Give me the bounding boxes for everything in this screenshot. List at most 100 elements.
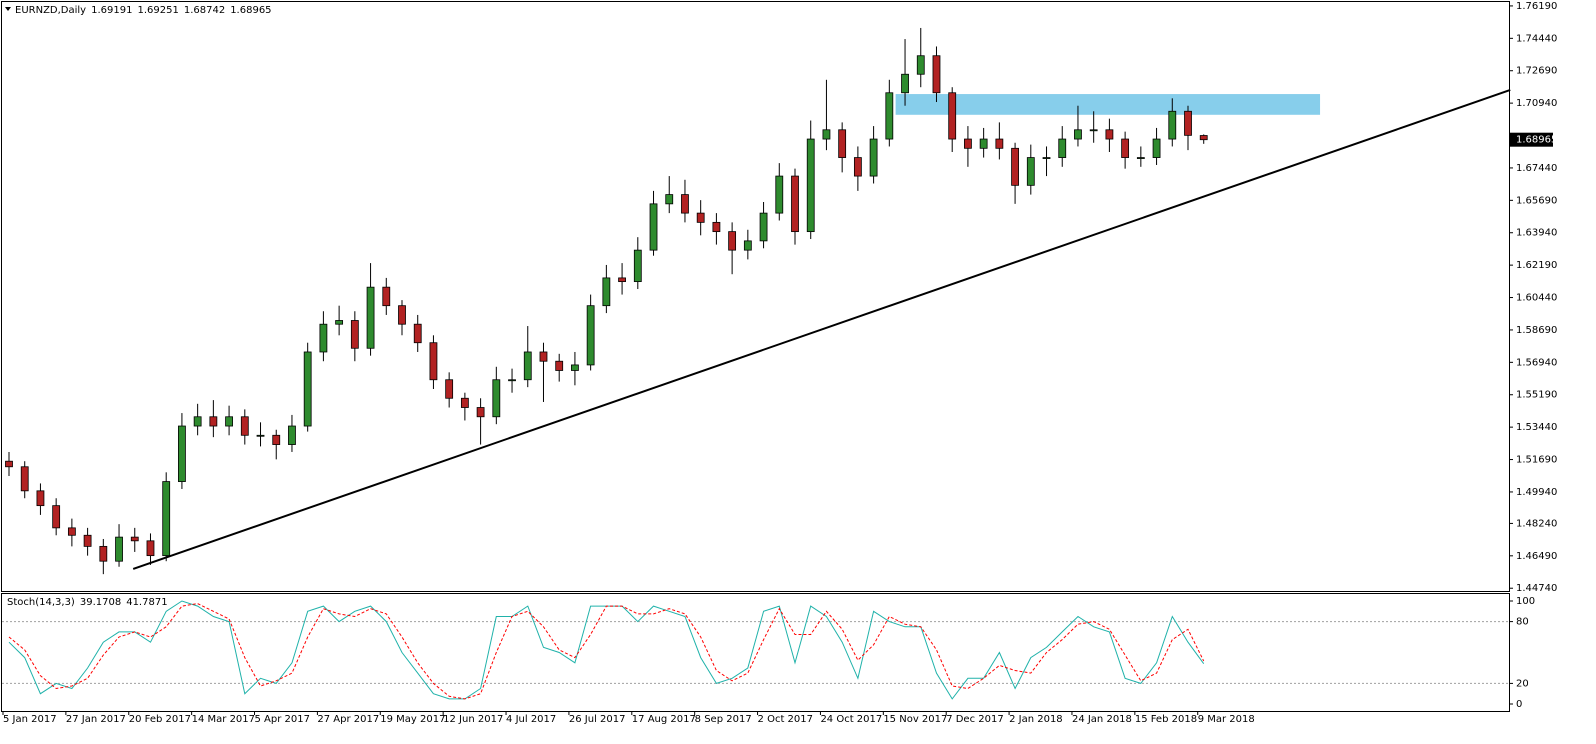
candle-body [288, 425, 296, 445]
candle-body [350, 320, 359, 349]
stoch-main-last: 39.1708 [80, 597, 121, 608]
candle-body [853, 157, 862, 177]
candle-body [36, 490, 45, 507]
y-tick-label: 1.74440 [1516, 33, 1557, 44]
candle-body [492, 379, 501, 418]
candle-body [366, 286, 375, 349]
stoch-title: Stoch(14,3,3) [7, 597, 75, 608]
candle-body [728, 231, 737, 251]
candle-body [901, 73, 909, 94]
candle-body [932, 55, 941, 94]
y-tick-label: 80 [1516, 617, 1529, 628]
candle-body [1026, 157, 1035, 186]
candle-body [979, 138, 988, 149]
menu-arrow [5, 7, 11, 11]
candle-body [20, 466, 29, 492]
candle-body [130, 536, 139, 542]
candle-body [586, 305, 595, 366]
x-tick-label: 19 May 2017 [380, 714, 445, 725]
y-tick-label: 1.51690 [1516, 455, 1557, 466]
candle-body [460, 397, 469, 408]
x-tick-label: 14 Mar 2017 [192, 714, 255, 725]
y-tick-label: 1.48240 [1516, 518, 1557, 529]
y-tick-label: 1.44740 [1516, 583, 1557, 594]
x-tick-label: 5 Jan 2017 [3, 714, 57, 725]
candle-body [602, 277, 611, 307]
y-tick-label: 1.58690 [1516, 325, 1557, 336]
y-tick-label: 1.55190 [1516, 390, 1557, 401]
x-tick-label: 7 Dec 2017 [946, 714, 1004, 725]
resistance-zone [895, 94, 1321, 115]
candle-body [916, 55, 925, 75]
candle-body [99, 545, 108, 562]
last-close: 1.68965 [230, 5, 271, 16]
candle-body [193, 416, 202, 427]
candle-body [775, 175, 784, 214]
y-tick-label: 1.56940 [1516, 357, 1557, 368]
x-tick-label: 15 Nov 2017 [883, 714, 947, 725]
y-tick-label: 0 [1516, 699, 1522, 710]
stoch-panel [1, 593, 1510, 712]
candle-body [696, 212, 705, 223]
candle-body [115, 536, 123, 562]
y-tick-label: 1.63940 [1516, 228, 1557, 239]
candle-body [1074, 129, 1082, 140]
x-tick-label: 15 Feb 2018 [1135, 714, 1197, 725]
candle-body [225, 416, 233, 427]
last-low: 1.68742 [184, 5, 225, 16]
x-tick-label: 2 Oct 2017 [758, 714, 813, 725]
y-tick-label: 1.62190 [1516, 260, 1557, 271]
candle-body [948, 92, 957, 140]
candle-body [1199, 135, 1208, 141]
y-tick-label: 1.72690 [1516, 66, 1557, 77]
candle-body [1121, 138, 1130, 158]
candle-body [743, 240, 752, 251]
candle-body [712, 221, 721, 233]
candle-body [1105, 129, 1114, 140]
candle-body [869, 138, 878, 177]
candle-body [303, 351, 312, 427]
x-tick-label: 26 Jul 2017 [569, 714, 626, 725]
current-price-box [1509, 132, 1553, 147]
x-tick-label: 9 Mar 2018 [1198, 714, 1255, 725]
candle-body [178, 425, 186, 482]
candle-body [523, 351, 532, 381]
candle-body [759, 212, 768, 242]
candle-body [1011, 147, 1019, 186]
y-tick-label: 1.49940 [1516, 487, 1557, 498]
candle-body [272, 434, 281, 445]
stoch-signal-last: 41.7871 [126, 597, 167, 608]
trendline [132, 89, 1511, 570]
candle-body [555, 360, 564, 371]
candle-body [146, 540, 155, 557]
candle-body [1089, 129, 1098, 132]
candle-body [1168, 110, 1177, 140]
x-tick-label: 27 Apr 2017 [317, 714, 379, 725]
candle-body [445, 379, 454, 399]
y-tick-label: 1.70940 [1516, 98, 1557, 109]
candle-body [209, 416, 218, 427]
y-tick-label: 1.60440 [1516, 293, 1557, 304]
price-header: EURNZD,Daily 1.69191 1.69251 1.68742 1.68965 [15, 5, 272, 16]
candle-body [413, 323, 422, 344]
candle-body [382, 286, 391, 307]
candle-body [806, 138, 815, 233]
candle-body [508, 379, 516, 382]
candle-body [571, 364, 579, 371]
stoch-header: Stoch(14,3,3) 39.1708 41.7871 [7, 597, 168, 608]
y-tick-label: 1.65690 [1516, 195, 1557, 206]
x-tick-label: 24 Jan 2018 [1072, 714, 1132, 725]
candle-body [429, 342, 438, 381]
y-tick-label: 1.53440 [1516, 422, 1557, 433]
candle-body [838, 129, 847, 158]
candle-body [240, 416, 249, 436]
candle-body [1042, 157, 1051, 159]
candle-body [539, 351, 548, 362]
x-tick-label: 17 Aug 2017 [632, 714, 696, 725]
candle-body [618, 277, 626, 283]
candle-body [885, 92, 894, 140]
x-tick-label: 4 Jul 2017 [506, 714, 556, 725]
candle-body [256, 434, 265, 437]
